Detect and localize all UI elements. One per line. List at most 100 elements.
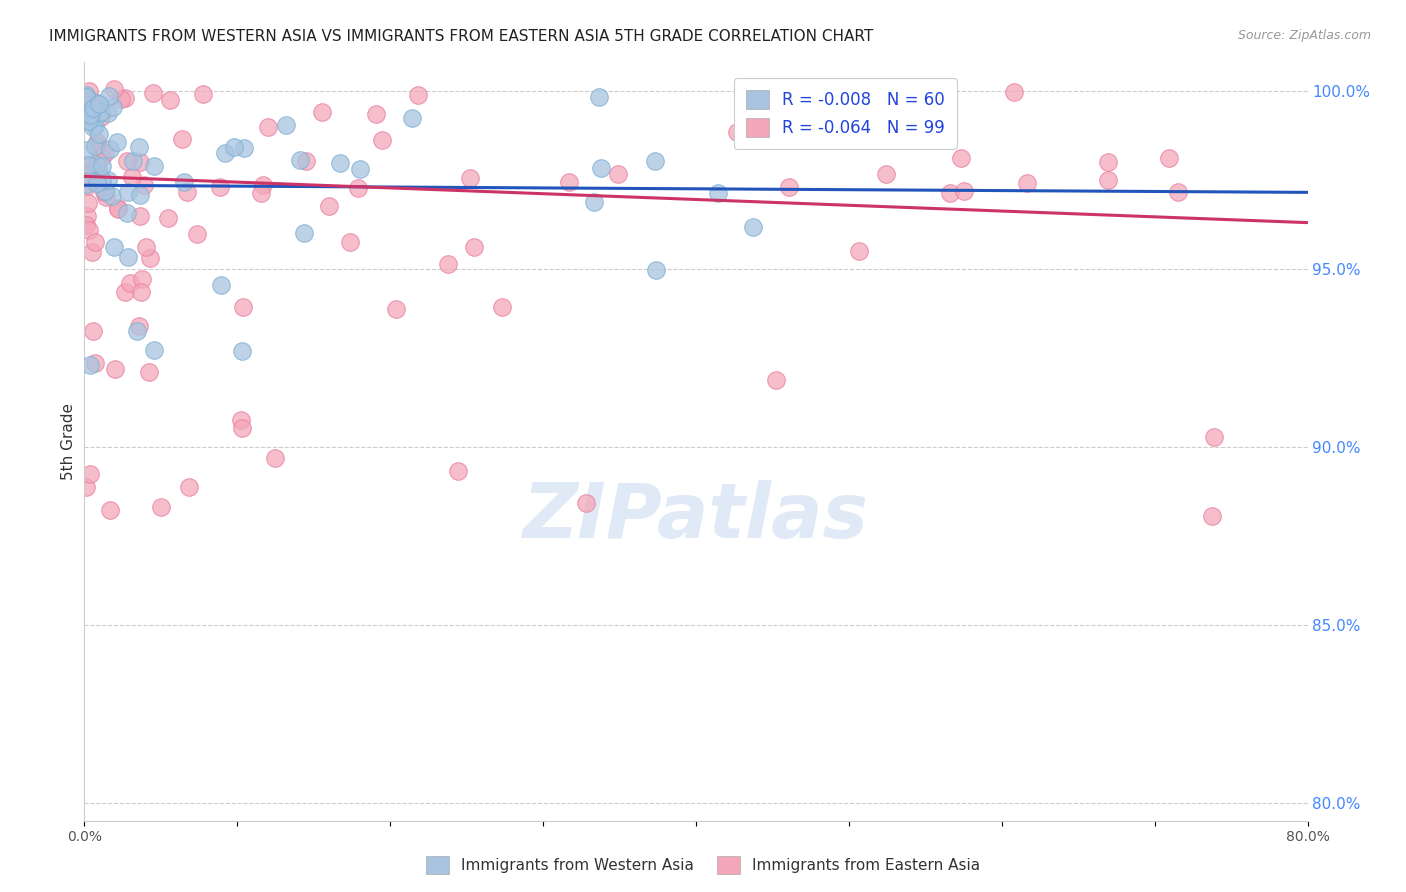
Point bbox=[128, 210, 150, 224]
Legend: R = -0.008   N = 60, R = -0.064   N = 99: R = -0.008 N = 60, R = -0.064 N = 99 bbox=[734, 78, 956, 149]
Point bbox=[142, 159, 165, 173]
Point bbox=[105, 135, 128, 149]
Point bbox=[128, 319, 150, 334]
Point bbox=[142, 86, 165, 100]
Legend: Immigrants from Western Asia, Immigrants from Eastern Asia: Immigrants from Western Asia, Immigrants… bbox=[420, 850, 986, 880]
Point bbox=[101, 100, 124, 114]
Point bbox=[231, 343, 253, 358]
Point bbox=[575, 496, 598, 510]
Point bbox=[292, 226, 315, 240]
Point bbox=[949, 151, 972, 165]
Point bbox=[121, 169, 143, 184]
Point bbox=[778, 180, 800, 194]
Point bbox=[176, 185, 198, 199]
Point bbox=[104, 361, 127, 376]
Point bbox=[82, 324, 104, 338]
Point bbox=[75, 480, 97, 494]
Point bbox=[93, 185, 115, 199]
Point bbox=[114, 285, 136, 300]
Point bbox=[366, 106, 388, 120]
Point bbox=[349, 161, 371, 176]
Point bbox=[79, 105, 101, 120]
Point bbox=[232, 300, 254, 314]
Point bbox=[329, 156, 352, 170]
Point bbox=[347, 180, 370, 194]
Point bbox=[86, 95, 108, 110]
Point bbox=[159, 93, 181, 107]
Point bbox=[76, 179, 98, 194]
Point bbox=[491, 300, 513, 314]
Point bbox=[129, 188, 152, 202]
Point bbox=[463, 240, 485, 254]
Text: ZIPatlas: ZIPatlas bbox=[523, 481, 869, 554]
Point bbox=[222, 140, 245, 154]
Point bbox=[339, 235, 361, 250]
Point bbox=[84, 355, 107, 369]
Point bbox=[77, 223, 100, 237]
Point bbox=[83, 165, 105, 179]
Point bbox=[437, 257, 460, 271]
Point bbox=[232, 141, 254, 155]
Point bbox=[90, 105, 112, 120]
Point bbox=[115, 154, 138, 169]
Point bbox=[75, 87, 97, 102]
Point bbox=[765, 373, 787, 387]
Point bbox=[120, 276, 142, 290]
Y-axis label: 5th Grade: 5th Grade bbox=[60, 403, 76, 480]
Point bbox=[97, 105, 120, 120]
Point bbox=[1157, 151, 1180, 165]
Point bbox=[138, 251, 160, 265]
Point bbox=[371, 133, 394, 147]
Point bbox=[1202, 430, 1225, 444]
Point bbox=[129, 285, 152, 300]
Point bbox=[606, 167, 628, 181]
Point bbox=[263, 450, 285, 465]
Point bbox=[86, 135, 108, 149]
Point bbox=[80, 174, 103, 188]
Point bbox=[252, 178, 274, 192]
Point bbox=[80, 94, 103, 108]
Point bbox=[94, 184, 117, 198]
Point bbox=[1201, 508, 1223, 523]
Point bbox=[128, 154, 150, 169]
Text: Source: ZipAtlas.com: Source: ZipAtlas.com bbox=[1237, 29, 1371, 42]
Point bbox=[938, 186, 960, 200]
Point bbox=[558, 175, 581, 189]
Point bbox=[288, 153, 311, 168]
Point bbox=[75, 177, 97, 191]
Point bbox=[953, 184, 976, 198]
Point bbox=[131, 272, 153, 286]
Point bbox=[177, 480, 200, 494]
Point bbox=[276, 118, 298, 132]
Point bbox=[90, 159, 112, 173]
Point bbox=[186, 227, 208, 241]
Point bbox=[1167, 185, 1189, 199]
Point bbox=[87, 128, 110, 142]
Point bbox=[589, 161, 612, 176]
Point bbox=[458, 170, 481, 185]
Point bbox=[149, 500, 172, 514]
Point bbox=[101, 189, 124, 203]
Point bbox=[77, 114, 100, 128]
Point bbox=[143, 343, 166, 357]
Point bbox=[318, 199, 340, 213]
Point bbox=[97, 173, 120, 187]
Text: IMMIGRANTS FROM WESTERN ASIA VS IMMIGRANTS FROM EASTERN ASIA 5TH GRADE CORRELATI: IMMIGRANTS FROM WESTERN ASIA VS IMMIGRAN… bbox=[49, 29, 873, 44]
Point bbox=[156, 211, 179, 225]
Point bbox=[75, 173, 97, 187]
Point bbox=[86, 176, 108, 190]
Point bbox=[644, 153, 666, 168]
Point bbox=[209, 278, 232, 293]
Point bbox=[77, 110, 100, 124]
Point bbox=[75, 218, 97, 232]
Point bbox=[103, 239, 125, 253]
Point bbox=[75, 90, 97, 104]
Point bbox=[115, 206, 138, 220]
Point bbox=[107, 202, 129, 216]
Point bbox=[80, 244, 103, 259]
Point bbox=[94, 190, 117, 204]
Point bbox=[103, 82, 125, 96]
Point bbox=[107, 201, 129, 215]
Point bbox=[98, 141, 121, 155]
Point bbox=[214, 146, 236, 161]
